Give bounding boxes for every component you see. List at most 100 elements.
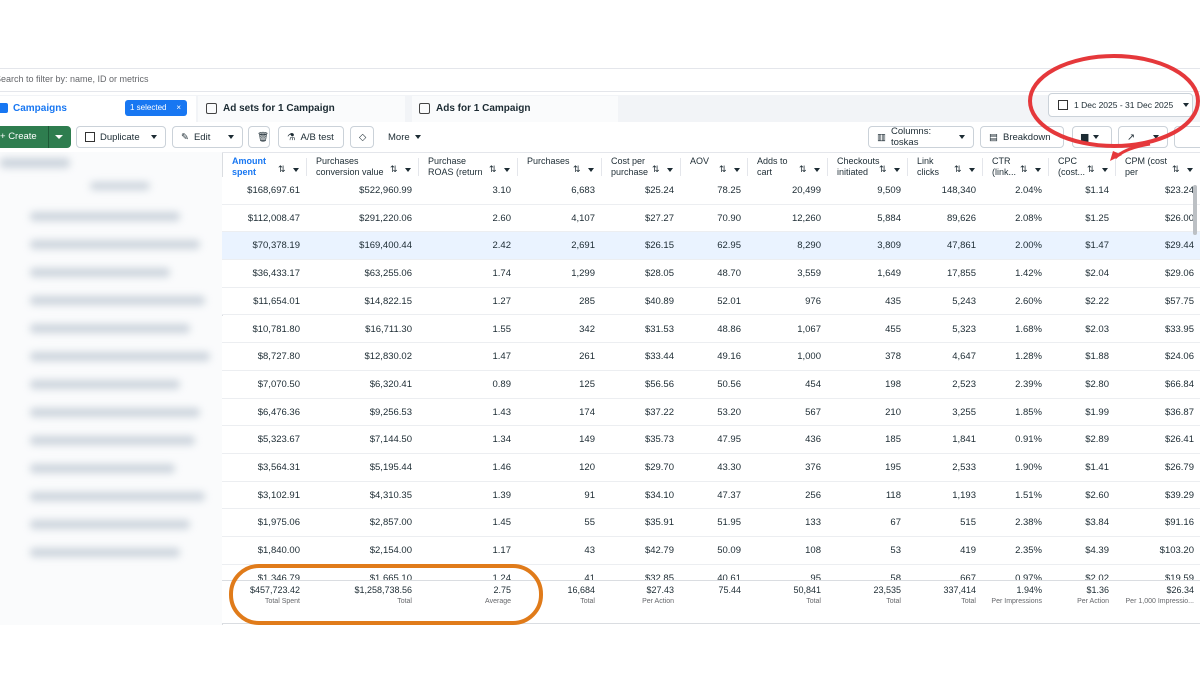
more-button[interactable]: More [380, 126, 430, 148]
selected-pill[interactable]: 1 selected × [125, 100, 187, 116]
table-cell: 185 [885, 434, 901, 446]
table-cell: 120 [579, 462, 595, 473]
table-cell: 3.10 [492, 185, 512, 196]
ads-tab[interactable] [412, 96, 618, 122]
create-caret[interactable] [55, 135, 63, 139]
column-header[interactable]: Amount spent [232, 156, 266, 177]
table-cell: 1,193 [952, 489, 976, 501]
table-cell: $2.89 [1085, 434, 1109, 446]
sort-caret [734, 168, 740, 172]
table-cell: 1,000 [797, 351, 821, 363]
column-header[interactable]: CPC (cost... [1058, 156, 1086, 177]
table-cell: $10,781.80 [252, 323, 300, 335]
table-cell: 149 [579, 434, 595, 446]
table-row [222, 315, 1200, 344]
column-header[interactable]: CTR (link... [992, 156, 1017, 177]
table-cell: 1.28% [1015, 351, 1042, 363]
table-cell: 1.68% [1015, 323, 1042, 335]
table-cell: $2.80 [1085, 378, 1109, 390]
table-cell: 43 [584, 545, 595, 557]
table-cell: 2,533 [952, 462, 976, 473]
table-cell: 41 [584, 572, 595, 584]
column-divider [601, 158, 602, 176]
table-cell: $4,310.35 [369, 489, 412, 501]
orange-highlight [229, 564, 543, 625]
total-value: 1.94% [1016, 585, 1042, 595]
tag-button[interactable]: ◇ [350, 126, 374, 148]
table-cell: $26.15 [644, 240, 674, 252]
sort-icon: ⇅ [278, 164, 286, 174]
table-cell: 436 [805, 434, 821, 446]
breakdown-button[interactable]: ▤ Breakdown [980, 126, 1064, 148]
table-cell: 5,243 [952, 295, 976, 307]
sort-icon: ⇅ [573, 164, 581, 174]
column-divider [827, 158, 828, 176]
table-cell: 70.90 [717, 212, 741, 224]
column-header[interactable]: Purchases [527, 156, 570, 166]
table-cell: $25.24 [644, 185, 674, 196]
table-cell: 1.74 [492, 268, 512, 280]
total-label: Total [961, 598, 976, 605]
table-cell: $42.79 [644, 545, 674, 557]
divider [48, 126, 49, 148]
table-cell: 48.86 [717, 323, 741, 335]
column-header[interactable]: Checkouts initiated [837, 156, 880, 177]
table-cell: 1.17 [492, 545, 512, 557]
table-cell: 2,523 [952, 378, 976, 390]
table-row [222, 426, 1200, 454]
sort-caret [894, 168, 900, 172]
create-label: + Create [0, 131, 37, 142]
column-header[interactable]: AOV [690, 156, 710, 166]
adsets-tab[interactable] [198, 96, 405, 122]
create-button[interactable] [0, 126, 71, 148]
table-cell: 1,649 [877, 268, 901, 280]
table-cell: 3,559 [797, 268, 821, 280]
duplicate-button[interactable]: Duplicate [76, 126, 166, 148]
table-cell: 108 [805, 545, 821, 557]
table-cell: 148,340 [941, 185, 976, 196]
table-cell: 1.51% [1015, 489, 1042, 501]
table-cell: 2.60 [492, 212, 512, 224]
table-cell: 118 [885, 489, 901, 501]
sort-caret [293, 168, 299, 172]
table-cell: 20,499 [791, 185, 821, 196]
table-cell: $66.84 [1164, 378, 1194, 390]
table-cell: $16,711.30 [365, 323, 412, 335]
scrollbar[interactable] [1193, 185, 1197, 235]
table-cell: 1,299 [571, 268, 595, 280]
red-circle [1028, 54, 1200, 148]
column-header[interactable]: Adds to cart [757, 156, 788, 177]
columns-button[interactable]: ▥ Columns: toskas [868, 126, 974, 148]
table-cell: $9,256.53 [369, 406, 412, 418]
table-cell: $11,654.01 [253, 295, 300, 307]
column-header[interactable]: Cost per purchase [611, 156, 649, 177]
search-bar[interactable] [0, 68, 1200, 92]
delete-button[interactable]: 🗑 [248, 126, 270, 148]
total-value: $1,258,738.56 [354, 585, 412, 595]
table-row [222, 287, 1200, 316]
table-cell: 67 [890, 517, 901, 529]
table-cell: 58 [890, 572, 901, 584]
table-cell: 1.43 [492, 406, 512, 418]
sort-icon: ⇅ [1172, 164, 1180, 174]
sort-caret [814, 168, 820, 172]
table-cell: 1.90% [1015, 462, 1042, 473]
sort-icon: ⇅ [719, 164, 727, 174]
column-header[interactable]: Link clicks [917, 156, 939, 177]
table-cell: $3.84 [1085, 517, 1109, 529]
edit-button[interactable]: ✎ Edit [172, 126, 243, 148]
table-cell: $12,830.02 [364, 351, 412, 363]
ab-test-button[interactable]: ⚗ A/B test [278, 126, 344, 148]
date-picker[interactable]: 1 Dec 2025 - 31 Dec 2025 [1048, 93, 1193, 117]
ads-icon [419, 103, 430, 114]
table-row [222, 537, 1200, 565]
table-cell: $1,665.10 [369, 572, 412, 584]
table-cell: $28.05 [644, 268, 674, 280]
table-cell: $1.14 [1085, 185, 1109, 196]
table-cell: $24.06 [1164, 351, 1194, 363]
column-header[interactable]: Purchases conversion value [316, 156, 384, 177]
table-cell: 2.42 [492, 240, 512, 252]
column-divider [517, 158, 518, 176]
settings-button[interactable] [1174, 126, 1200, 148]
table-cell: 43.30 [717, 462, 741, 473]
